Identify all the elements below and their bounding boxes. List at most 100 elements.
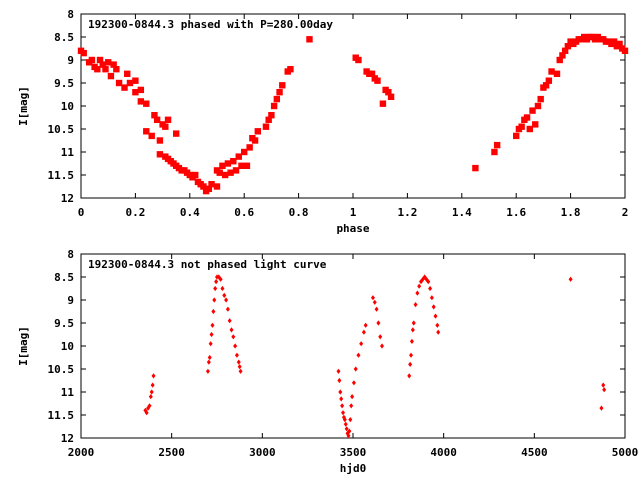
data-point	[124, 70, 131, 77]
y-tick-label: 12	[61, 432, 74, 445]
y-tick-label: 8.5	[54, 271, 74, 284]
y-tick-label: 10.5	[48, 123, 75, 136]
x-tick-label: 4000	[430, 446, 457, 459]
chart-title: 192300-0844.3 phased with P=280.00day	[88, 18, 333, 31]
plot-area-frame	[80, 253, 626, 439]
data-point	[341, 414, 346, 420]
data-point	[144, 410, 149, 416]
data-point	[224, 160, 232, 167]
data-point	[341, 410, 346, 416]
data-point	[431, 304, 436, 310]
x-tick-label: 2000	[68, 446, 95, 459]
data-point	[537, 95, 544, 103]
data-point	[236, 359, 241, 365]
y-tick-label: 11.5	[48, 169, 75, 182]
data-point	[107, 72, 115, 80]
data-point	[409, 352, 414, 358]
data-point	[206, 359, 211, 365]
x-tick-label: 0.4	[180, 206, 200, 219]
data-point	[143, 100, 150, 107]
x-axis-ticks: 2000 2500 3000 3500 4000 4500 5000	[68, 254, 638, 459]
data-point	[273, 95, 281, 103]
data-point	[380, 343, 385, 349]
data-point	[238, 162, 245, 169]
unphased-light-curve-panel: 2000 2500 3000 3500 4000 4500 5000 8 8.5 9 9.5 10 1…	[17, 248, 638, 475]
data-point	[207, 354, 212, 361]
data-point	[200, 183, 207, 190]
data-point	[523, 114, 531, 121]
data-point	[337, 377, 342, 384]
data-point	[270, 102, 278, 110]
data-point	[238, 368, 243, 374]
data-point	[251, 137, 259, 144]
data-point	[262, 123, 270, 130]
data-point	[287, 66, 294, 73]
data-point	[601, 382, 606, 388]
data-point	[545, 77, 553, 84]
data-point	[433, 313, 438, 319]
y-axis-title: I[mag]	[17, 326, 30, 366]
data-point	[419, 279, 423, 285]
data-point	[265, 116, 272, 123]
data-point	[237, 364, 242, 370]
data-point	[359, 341, 364, 347]
data-point	[214, 279, 219, 285]
data-point	[205, 185, 213, 192]
x-tick-label: 0.2	[125, 206, 145, 219]
y-tick-label: 10	[61, 100, 74, 113]
data-point	[616, 40, 623, 48]
data-point	[385, 89, 392, 96]
data-point	[94, 66, 101, 73]
x-axis-ticks: 0 0.2 0.4 0.6 0.8 1 1.2 1.4 1.6 1.8 2	[78, 14, 629, 219]
data-point	[342, 417, 347, 423]
data-point	[225, 306, 230, 312]
data-point	[164, 116, 172, 123]
chart-title: 192300-0844.3 not phased light curve	[88, 258, 327, 271]
y-tick-label: 10.5	[48, 363, 75, 376]
y-tick-label: 11	[61, 146, 75, 159]
data-point	[532, 121, 539, 128]
data-point	[143, 128, 150, 135]
data-point	[268, 112, 275, 119]
data-point	[243, 162, 251, 169]
data-point	[213, 285, 218, 292]
data-point	[370, 295, 375, 301]
y-tick-label: 11.5	[48, 409, 75, 422]
data-point	[428, 285, 433, 292]
data-point	[379, 100, 387, 107]
y-tick-label: 8	[67, 8, 74, 21]
data-point	[350, 394, 355, 400]
data-point	[88, 56, 96, 64]
data-point	[162, 123, 169, 130]
y-tick-label: 8	[67, 248, 74, 261]
data-point	[408, 361, 413, 367]
data-point	[137, 98, 145, 105]
data-point	[254, 128, 261, 135]
data-point	[542, 82, 550, 89]
y-tick-label: 11	[61, 386, 75, 399]
data-point	[553, 70, 561, 77]
data-point	[221, 171, 229, 179]
x-tick-label: 0.8	[289, 206, 309, 219]
data-point	[219, 162, 226, 169]
data-point	[151, 112, 158, 119]
data-point	[173, 130, 180, 137]
data-point	[355, 56, 362, 64]
data-point	[417, 283, 422, 289]
data-point	[407, 373, 412, 379]
data-point	[411, 320, 416, 326]
y-tick-label: 9	[67, 54, 74, 67]
data-point	[211, 308, 216, 315]
data-point	[216, 169, 223, 176]
data-point	[279, 82, 286, 89]
data-point	[493, 141, 501, 149]
data-point	[413, 302, 418, 308]
x-tick-label: 1.2	[397, 206, 417, 219]
data-point	[148, 394, 153, 400]
data-point	[376, 320, 381, 326]
data-point	[529, 107, 536, 114]
x-tick-label: 2	[622, 206, 629, 219]
data-point	[147, 403, 152, 409]
data-point	[534, 102, 542, 110]
